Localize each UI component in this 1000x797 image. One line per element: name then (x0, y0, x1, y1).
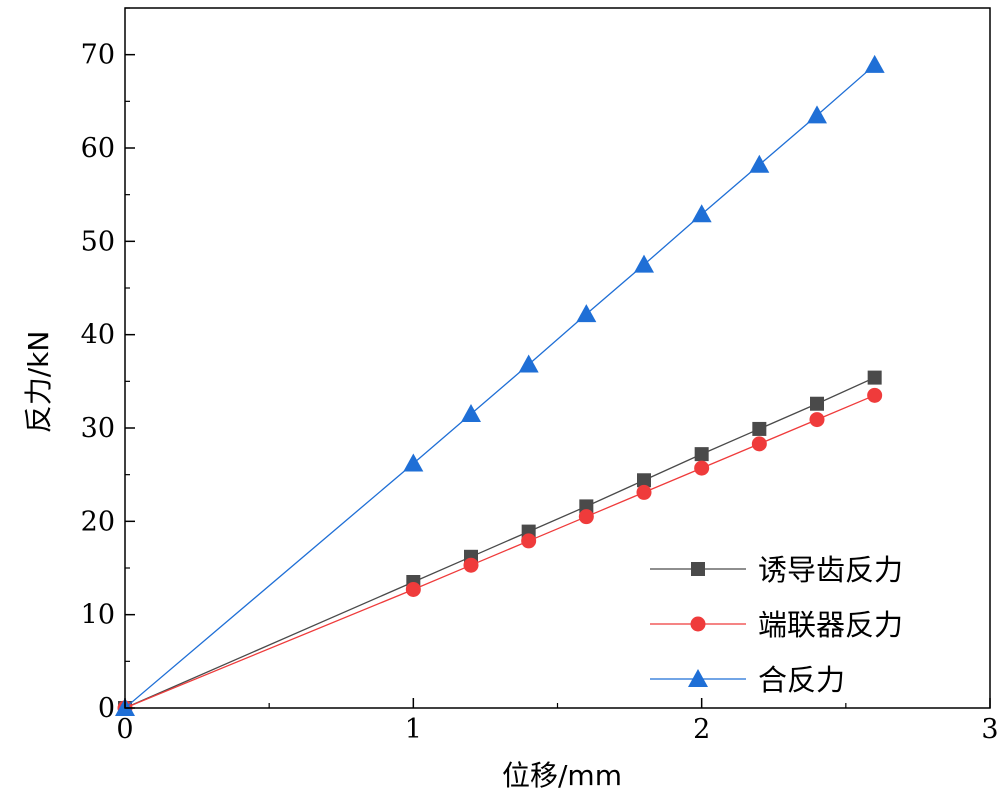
legend-marker (690, 616, 706, 632)
series-1 (118, 370, 882, 715)
data-point (694, 447, 709, 462)
data-point (463, 557, 479, 573)
data-point (867, 387, 883, 403)
series-line (124, 394, 875, 709)
y-tick-label: 0 (98, 693, 115, 724)
series-2 (117, 387, 883, 716)
data-point (461, 404, 481, 422)
data-point (578, 509, 594, 525)
data-point (867, 370, 882, 385)
data-point (576, 304, 597, 323)
y-axis-title: 反力/kN (22, 331, 55, 434)
y-tick-label: 70 (81, 40, 115, 71)
data-point (751, 436, 767, 452)
legend-label: 诱导齿反力 (758, 553, 903, 587)
series-line (124, 377, 875, 709)
data-point (518, 354, 539, 373)
x-tick-label: 3 (981, 714, 998, 745)
data-point (691, 204, 712, 223)
plot-frame (124, 7, 991, 709)
data-point (405, 581, 421, 597)
x-tick-label: 0 (116, 714, 133, 745)
data-point (864, 54, 885, 73)
x-tick-label: 2 (693, 714, 710, 745)
y-tick-label: 30 (81, 413, 115, 444)
data-point (810, 396, 824, 411)
y-tick-label: 40 (81, 320, 115, 351)
legend-marker (688, 669, 708, 687)
data-point (579, 499, 594, 514)
legend-item-1: 诱导齿反力 (650, 553, 903, 587)
x-tick-label: 1 (405, 714, 422, 745)
legend-item-2: 端联器反力 (650, 608, 903, 642)
legend-marker (691, 562, 705, 576)
y-tick-label: 20 (81, 506, 115, 537)
legend-item-3: 合反力 (650, 663, 845, 697)
data-point (403, 453, 424, 472)
data-point (749, 154, 770, 173)
data-point (752, 421, 767, 436)
data-point (634, 254, 654, 273)
data-point (809, 412, 825, 428)
series-3 (115, 54, 885, 716)
y-tick-label: 60 (81, 133, 115, 164)
data-point (521, 533, 537, 549)
series-line (124, 64, 876, 709)
y-tick-label: 50 (81, 226, 115, 257)
legend-label: 端联器反力 (758, 608, 903, 642)
data-point (694, 460, 710, 476)
series-layer (115, 54, 885, 716)
y-tick-label: 10 (81, 600, 115, 631)
x-axis-title: 位移/mm (502, 759, 622, 792)
data-point (636, 484, 652, 500)
data-point (807, 105, 827, 124)
legend-label: 合反力 (758, 663, 845, 697)
data-point (637, 473, 651, 488)
